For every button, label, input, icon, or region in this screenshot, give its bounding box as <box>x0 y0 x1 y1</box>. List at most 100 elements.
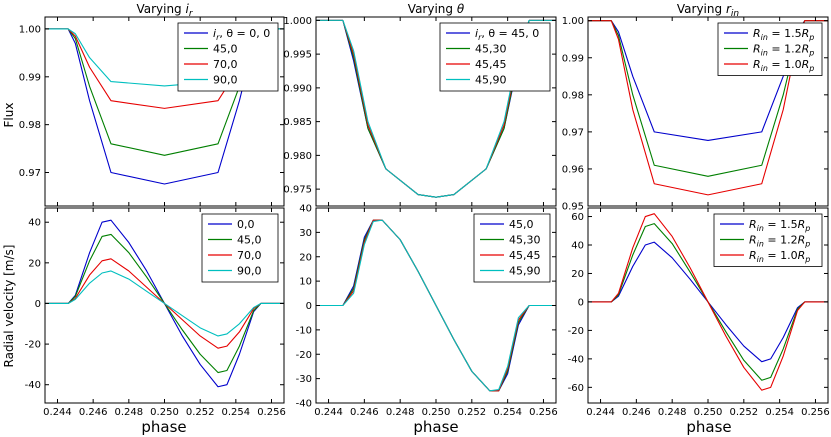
legend-label-3: 70,0 <box>237 249 262 262</box>
x-tick-label: 0.256 <box>257 407 286 418</box>
y-tick-label: 0.99 <box>562 53 584 64</box>
y-tick-label: 0.97 <box>562 127 584 138</box>
y-tick-label: 1.00 <box>19 24 41 35</box>
y-tick-label: 0.995 <box>283 50 312 61</box>
x-tick-label: 0.246 <box>350 407 379 418</box>
legend: 45,0 45,30 45,45 45,90 <box>473 213 551 283</box>
y-tick-label: 40 <box>571 241 584 252</box>
panel-title: Varying rin <box>677 2 739 19</box>
x-tick-label: 0.248 <box>658 407 687 418</box>
x-tick-label: 0.254 <box>222 407 251 418</box>
legend: ir​, θ = 0, 045,0 70,0 90,0 <box>177 22 279 92</box>
y-tick-label: 40 <box>299 204 312 215</box>
legend-label-3: 70,0 <box>213 58 238 71</box>
y-tick-label: -60 <box>568 383 584 394</box>
legend-label-2: 45,0 <box>237 234 262 247</box>
y-tick-label: -40 <box>25 380 41 391</box>
y-tick-label: 0.990 <box>283 83 312 94</box>
y-tick-label: 0.99 <box>19 72 41 83</box>
series-line-4 <box>45 270 284 337</box>
legend: Rin​ = 1.5Rp​Rin​ = 1.2Rp​Rin​ = 1.0Rp​ <box>713 213 823 267</box>
y-tick-label: -20 <box>296 350 312 361</box>
x-tick-label: 0.252 <box>730 407 759 418</box>
legend-label-1: Rin​ = 1.5Rp​ <box>749 218 810 233</box>
series-line-3 <box>588 213 828 391</box>
x-tick-label: 0.244 <box>314 407 343 418</box>
y-tick-label: 30 <box>299 228 312 239</box>
x-tick-label: 0.252 <box>458 407 487 418</box>
legend-label-3: 45,45 <box>509 249 541 262</box>
legend: 0,0 45,0 70,0 90,0 <box>201 213 279 283</box>
legend-label-1: 0,0 <box>237 218 255 231</box>
y-tick-label: 0.95 <box>562 202 584 213</box>
legend-label-4: 45,90 <box>475 74 507 87</box>
x-tick-label: 0.252 <box>186 407 215 418</box>
legend-label-1: ir​, θ = 45, 0 <box>475 27 539 42</box>
x-tick-label: 0.244 <box>43 407 72 418</box>
legend: ir​, θ = 45, 045,30 45,45 45,90 <box>439 22 551 92</box>
legend-label-2: Rin​ = 1.2Rp​ <box>753 43 814 58</box>
y-tick-label: 40 <box>28 218 41 229</box>
x-tick-label: 0.256 <box>801 407 830 418</box>
series-line-4 <box>316 219 556 392</box>
radial-velocity-axis-label: Radial velocity [m/s] <box>2 245 16 368</box>
x-tick-label: 0.256 <box>529 407 558 418</box>
x-tick-label: 0.254 <box>493 407 522 418</box>
panel-5: 0.244 0.246 0.248 0.250 0.252 0.254 0.256 -40 -3… <box>296 204 558 419</box>
x-tick-label: 0.254 <box>765 407 794 418</box>
panel-3: 0.95 0.96 0.97 0.98 0.99 1.00 Varying rin Rin​ … <box>562 2 829 213</box>
x-tick-label: 0.246 <box>79 407 108 418</box>
legend-label-1: Rin​ = 1.5Rp​ <box>753 27 814 42</box>
panel-title: Varying θ <box>408 2 465 16</box>
x-tick-label: 0.248 <box>115 407 144 418</box>
y-tick-label: 1.00 <box>562 16 584 27</box>
y-tick-label: 20 <box>299 252 312 263</box>
panel-title: Varying ir <box>136 2 193 19</box>
legend-label-4: 45,90 <box>509 265 541 278</box>
y-tick-label: 0.975 <box>283 185 312 196</box>
legend-label-1: ir​, θ = 0, 0 <box>213 27 270 42</box>
legend-label-2: 45,30 <box>475 43 507 56</box>
y-tick-label: -40 <box>296 399 312 410</box>
y-tick-label: 0 <box>578 297 584 308</box>
y-tick-label: 60 <box>571 212 584 223</box>
legend: Rin​ = 1.5Rp​Rin​ = 1.2Rp​Rin​ = 1.0Rp​ <box>717 22 823 76</box>
panel-2: 0.975 0.980 0.985 0.990 0.995 1.000 Varying θ i… <box>283 2 557 207</box>
y-tick-label: 0.98 <box>19 120 41 131</box>
y-tick-label: 20 <box>571 269 584 280</box>
legend-label-3: 45,45 <box>475 58 507 71</box>
x-tick-label: 0.250 <box>150 407 179 418</box>
x-tick-label: 0.248 <box>386 407 415 418</box>
y-tick-label: 0 <box>35 299 41 310</box>
y-tick-label: 0 <box>306 301 312 312</box>
x-tick-label: 0.246 <box>622 407 651 418</box>
y-tick-label: 0.980 <box>283 151 312 162</box>
panels: 0.97 0.98 0.99 1.00 Varying ir ir​, θ = 0, 0 4… <box>19 2 830 418</box>
legend-box <box>713 213 823 267</box>
legend-label-4: 90,0 <box>213 74 238 87</box>
x-tick-label: 0.244 <box>586 407 615 418</box>
legend-label-4: 90,0 <box>237 265 262 278</box>
y-tick-label: 0.97 <box>19 168 41 179</box>
y-tick-label: 20 <box>28 258 41 269</box>
y-tick-label: 0.985 <box>283 117 312 128</box>
y-tick-label: -20 <box>25 340 41 351</box>
x-tick-label: 0.250 <box>694 407 723 418</box>
legend-label-3: Rin​ = 1.0Rp​ <box>749 249 810 264</box>
legend-box <box>717 22 823 76</box>
legend-label-2: Rin​ = 1.2Rp​ <box>749 234 810 249</box>
panel-4: 0.244 0.246 0.248 0.250 0.252 0.254 0.256 -40 -2… <box>25 207 286 418</box>
x-tick-label: 0.250 <box>422 407 451 418</box>
y-tick-label: -20 <box>568 326 584 337</box>
y-tick-label: 1.000 <box>283 16 312 27</box>
legend-label-3: Rin​ = 1.0Rp​ <box>753 58 814 73</box>
y-tick-label: 0.96 <box>562 164 584 175</box>
y-tick-label: -30 <box>296 374 312 385</box>
y-tick-label: -40 <box>568 354 584 365</box>
panel-1: 0.97 0.98 0.99 1.00 Varying ir ir​, θ = 0, 04… <box>19 2 285 207</box>
flux-axis-label: Flux <box>2 103 16 128</box>
panel-6: 0.244 0.246 0.248 0.250 0.252 0.254 0.256 -60 -4… <box>568 207 830 418</box>
y-tick-label: 0.98 <box>562 90 584 101</box>
phase-label-right: phase <box>686 418 731 436</box>
